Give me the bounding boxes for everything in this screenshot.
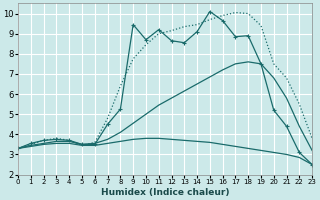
X-axis label: Humidex (Indice chaleur): Humidex (Indice chaleur): [101, 188, 229, 197]
